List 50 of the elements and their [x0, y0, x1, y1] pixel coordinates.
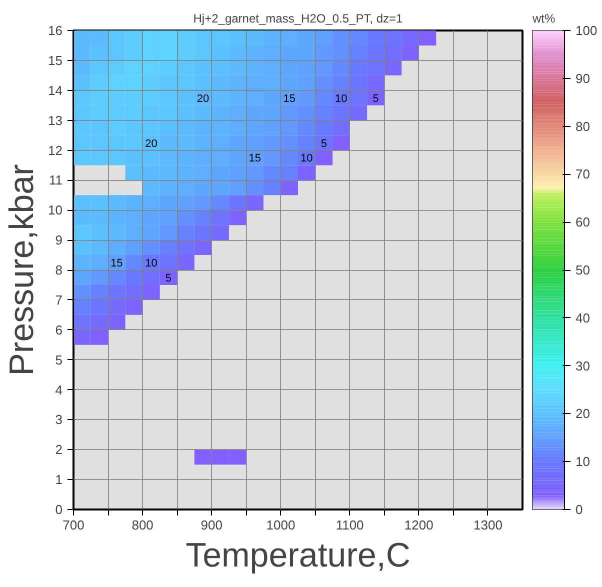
- annotation: 15: [283, 92, 296, 105]
- x-tick-label: 900: [200, 518, 223, 532]
- color-bar-label: 100: [576, 23, 598, 38]
- chart-title: Hj+2_garnet_mass_H2O_0.5_PT, dz=1: [193, 12, 404, 26]
- y-tick-label: 0: [55, 502, 63, 517]
- annotation: 5: [165, 272, 172, 284]
- y-tick-label: 9: [55, 232, 63, 248]
- annotation: 15: [248, 152, 261, 165]
- annotation: 20: [196, 92, 210, 105]
- annotation: 5: [372, 92, 379, 105]
- color-bar-title: wt%: [532, 12, 556, 26]
- color-bar-label: 20: [576, 406, 590, 422]
- y-tick-label: 16: [48, 23, 63, 38]
- annotation: 10: [335, 92, 348, 105]
- annotation: 10: [145, 258, 158, 270]
- x-tick-label: 800: [132, 518, 154, 532]
- color-bar-label: 10: [576, 454, 590, 470]
- x-tick-label: 700: [62, 518, 84, 532]
- color-bar-label: 60: [576, 214, 590, 230]
- annotation: 5: [320, 138, 327, 150]
- x-tick-label: 1200: [404, 518, 434, 532]
- y-tick-label: 12: [48, 142, 63, 158]
- y-tick-label: 8: [55, 262, 63, 278]
- y-tick-label: 3: [55, 412, 63, 428]
- x-tick-label: 1000: [266, 518, 296, 532]
- color-bar-label: 70: [576, 166, 590, 182]
- color-bar-label: 80: [576, 118, 590, 134]
- annotation: 15: [110, 258, 123, 270]
- color-bar-label: 50: [576, 262, 590, 278]
- y-tick-label: 5: [55, 352, 63, 368]
- y-tick-label: 15: [48, 52, 63, 68]
- annotation: 20: [145, 138, 158, 150]
- annotation: 10: [300, 152, 313, 165]
- color-bar-label: 30: [576, 358, 590, 374]
- x-axis-title: Temperature,C: [186, 536, 410, 574]
- y-tick-label: 4: [55, 382, 63, 398]
- x-tick-label: 1300: [474, 518, 502, 532]
- y-axis-title: Pressure,kbar: [3, 164, 42, 376]
- y-tick-label: 2: [55, 442, 63, 458]
- y-tick-label: 13: [48, 112, 63, 128]
- y-tick-label: 14: [48, 82, 63, 98]
- y-tick-label: 7: [55, 292, 63, 308]
- y-tick-label: 6: [55, 322, 63, 338]
- color-bar-label: 0: [576, 502, 583, 517]
- color-bar-label: 40: [576, 310, 590, 326]
- y-tick-label: 11: [49, 172, 63, 188]
- y-tick-label: 10: [48, 202, 63, 218]
- x-tick-label: 1100: [336, 518, 364, 532]
- y-tick-label: 1: [55, 472, 63, 488]
- color-bar-label: 90: [576, 70, 590, 86]
